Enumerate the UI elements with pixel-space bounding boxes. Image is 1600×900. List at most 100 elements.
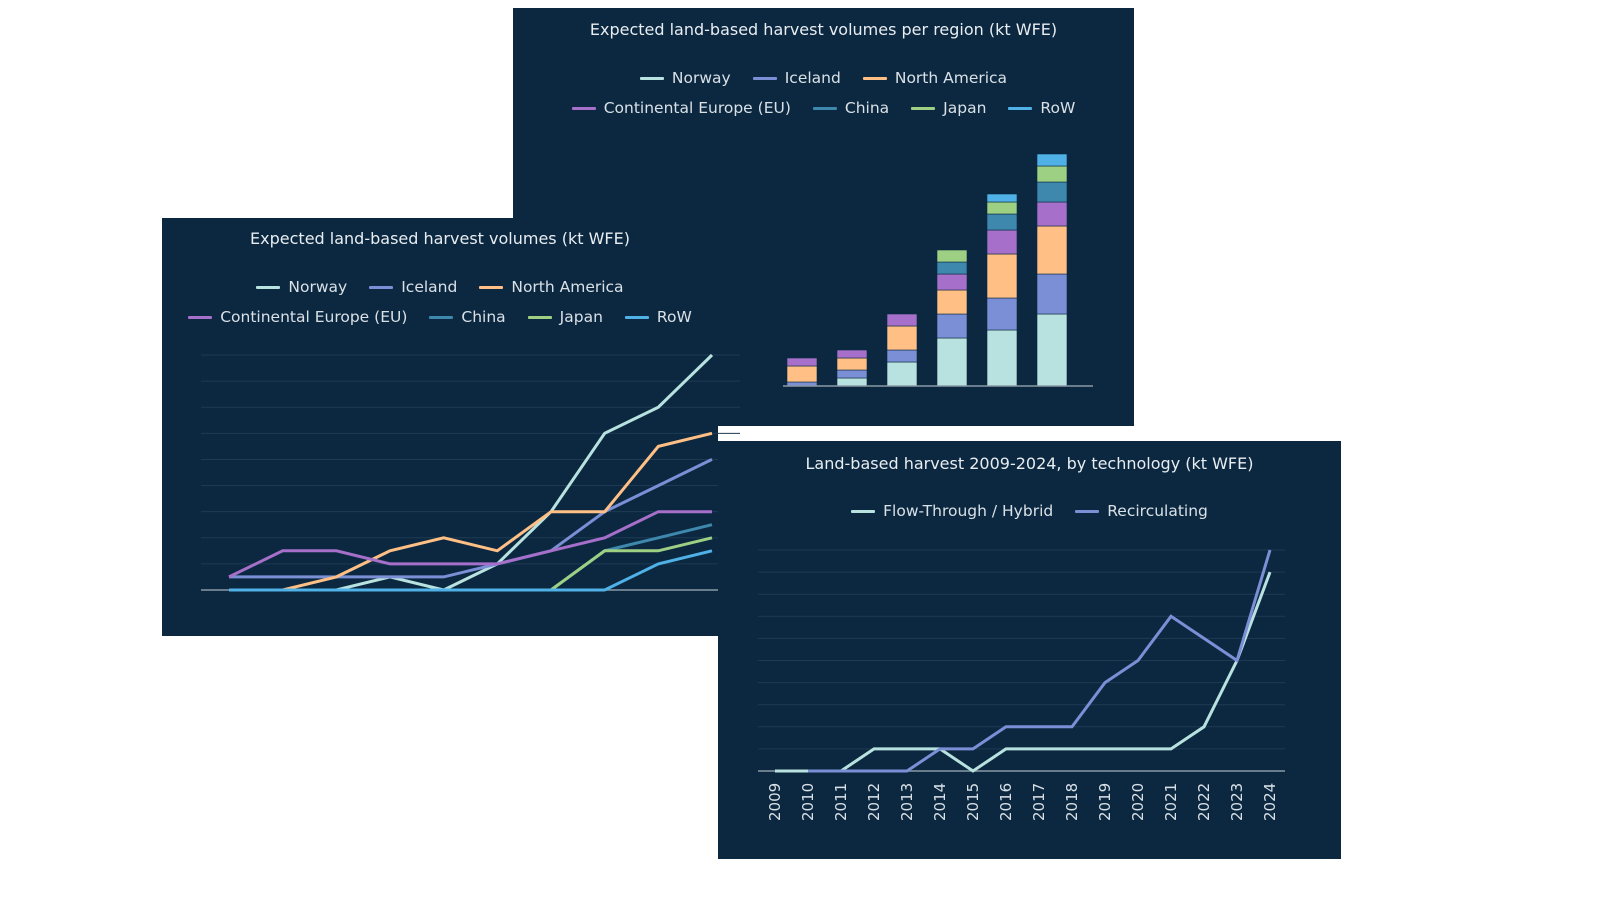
line-chart-card: Expected land-based harvest volumes (kt … bbox=[162, 218, 740, 636]
legend-item-continental-europe-eu: Continental Europe (EU) bbox=[571, 99, 791, 117]
x-tick-label: 2022 bbox=[1195, 783, 1213, 821]
legend-swatch bbox=[624, 315, 649, 319]
bar-china-6 bbox=[1036, 181, 1068, 203]
legend-item-recirculating: Recirculating bbox=[1075, 502, 1208, 520]
bar-north-america-6 bbox=[1036, 225, 1068, 275]
legend-swatch bbox=[369, 285, 394, 289]
legend-label: Recirculating bbox=[1107, 502, 1208, 520]
bar-japan-6 bbox=[1036, 165, 1068, 183]
legend-label: China bbox=[461, 308, 506, 326]
legend-swatch bbox=[571, 106, 596, 110]
bar-japan-4 bbox=[936, 249, 968, 263]
bar-row-6 bbox=[1036, 153, 1068, 167]
x-tick-label: 2019 bbox=[1096, 783, 1114, 821]
bar-north-america-5 bbox=[986, 253, 1018, 299]
legend-label: Flow-Through / Hybrid bbox=[883, 502, 1054, 520]
x-tick-label: 2011 bbox=[832, 783, 850, 821]
bar-norway-4 bbox=[936, 337, 968, 387]
legend-row-2: Continental Europe (EU) China Japan RoW bbox=[162, 308, 718, 326]
legend-swatch bbox=[527, 315, 552, 319]
legend-item-iceland: Iceland bbox=[369, 278, 457, 296]
bar-iceland-2 bbox=[836, 369, 868, 379]
legend-item-china: China bbox=[429, 308, 506, 326]
legend-item-china: China bbox=[812, 99, 890, 117]
legend-swatch bbox=[862, 76, 887, 80]
bar-china-4 bbox=[936, 261, 968, 275]
legend-swatch bbox=[1008, 106, 1033, 110]
x-tick-label: 2021 bbox=[1162, 783, 1180, 821]
x-tick-label: 2017 bbox=[1030, 783, 1048, 821]
technology-chart-card: Land-based harvest 2009-2024, by technol… bbox=[718, 441, 1341, 859]
x-tick-label: 2009 bbox=[766, 783, 784, 821]
bar-china-5 bbox=[986, 213, 1018, 231]
legend-item-flow-through-hybrid: Flow-Through / Hybrid bbox=[851, 502, 1053, 520]
legend-label: RoW bbox=[1040, 99, 1076, 117]
bar-continental-europe-eu-5 bbox=[986, 229, 1018, 255]
x-tick-label: 2018 bbox=[1063, 783, 1081, 821]
legend-label: Iceland bbox=[401, 278, 458, 296]
bar-continental-europe-eu-2 bbox=[836, 349, 868, 359]
legend-label: China bbox=[844, 99, 890, 117]
legend-swatch bbox=[256, 285, 281, 289]
legend-swatch bbox=[479, 285, 504, 289]
legend-label: Norway bbox=[288, 278, 348, 296]
legend-swatch bbox=[812, 106, 837, 110]
legend-item-norway: Norway bbox=[256, 278, 347, 296]
legend-swatch bbox=[911, 106, 936, 110]
bar-continental-europe-eu-6 bbox=[1036, 201, 1068, 227]
legend-swatch bbox=[752, 76, 777, 80]
x-tick-label: 2012 bbox=[865, 783, 883, 821]
series-line-norway bbox=[229, 353, 714, 592]
legend-swatch bbox=[639, 76, 664, 80]
bar-continental-europe-eu-3 bbox=[886, 313, 918, 327]
series-line-china bbox=[229, 523, 713, 592]
bar-norway-3 bbox=[886, 361, 918, 387]
legend-item-norway: Norway bbox=[639, 69, 731, 87]
legend-label: Japan bbox=[559, 308, 603, 326]
legend-item-japan: Japan bbox=[527, 308, 603, 326]
series-line-flow-through-hybrid bbox=[775, 571, 1272, 773]
legend-label: North America bbox=[511, 278, 624, 296]
legend-label: Norway bbox=[671, 69, 731, 87]
x-tick-label: 2024 bbox=[1261, 783, 1279, 821]
bar-japan-5 bbox=[986, 201, 1018, 215]
legend-item-north-america: North America bbox=[862, 69, 1007, 87]
chart-title: Expected land-based harvest volumes per … bbox=[589, 20, 1058, 39]
x-tick-label: 2014 bbox=[931, 783, 949, 821]
plot-area bbox=[201, 353, 740, 592]
legend-label: RoW bbox=[656, 308, 692, 326]
bar-iceland-6 bbox=[1036, 273, 1068, 315]
series-line-recirculating bbox=[808, 549, 1272, 773]
legend-label: Iceland bbox=[784, 69, 841, 87]
bar-iceland-5 bbox=[986, 297, 1018, 331]
series-line-continental-europe-eu bbox=[228, 510, 712, 579]
bar-continental-europe-eu-4 bbox=[936, 273, 968, 291]
legend-item-japan: Japan bbox=[911, 99, 986, 117]
x-tick-label: 2023 bbox=[1228, 783, 1246, 821]
chart-title: Land-based harvest 2009-2024, by technol… bbox=[805, 454, 1254, 473]
x-tick-label: 2013 bbox=[898, 783, 916, 821]
plot-area bbox=[783, 153, 1093, 387]
x-tick-label: 2020 bbox=[1129, 783, 1147, 821]
legend-item-iceland: Iceland bbox=[752, 69, 841, 87]
legend-item-row: RoW bbox=[1008, 99, 1075, 117]
bar-continental-europe-eu-1 bbox=[786, 357, 818, 367]
x-tick-label: 2010 bbox=[799, 783, 817, 821]
series-line-iceland bbox=[229, 458, 713, 579]
bar-iceland-4 bbox=[936, 313, 968, 339]
legend-row-1: Norway Iceland North America bbox=[162, 278, 718, 296]
bar-row-5 bbox=[986, 193, 1018, 203]
legend-label: Continental Europe (EU) bbox=[603, 99, 791, 117]
x-tick-label: 2015 bbox=[964, 783, 982, 821]
legend-swatch bbox=[1075, 509, 1100, 513]
legend-swatch bbox=[429, 315, 454, 319]
legend-item-row: RoW bbox=[624, 308, 692, 326]
plot-area: 2009 2010 2011 2012 2013 2014 2015 2016 2017 2018… bbox=[758, 549, 1285, 821]
bar-norway-6 bbox=[1036, 313, 1068, 387]
bar-norway-5 bbox=[986, 329, 1018, 387]
legend-row-2: Continental Europe (EU) China Japan RoW bbox=[513, 99, 1134, 117]
x-tick-label: 2016 bbox=[997, 783, 1015, 821]
legend-swatch bbox=[188, 315, 213, 319]
chart-title: Expected land-based harvest volumes (kt … bbox=[250, 229, 630, 248]
bar-north-america-3 bbox=[886, 325, 918, 351]
